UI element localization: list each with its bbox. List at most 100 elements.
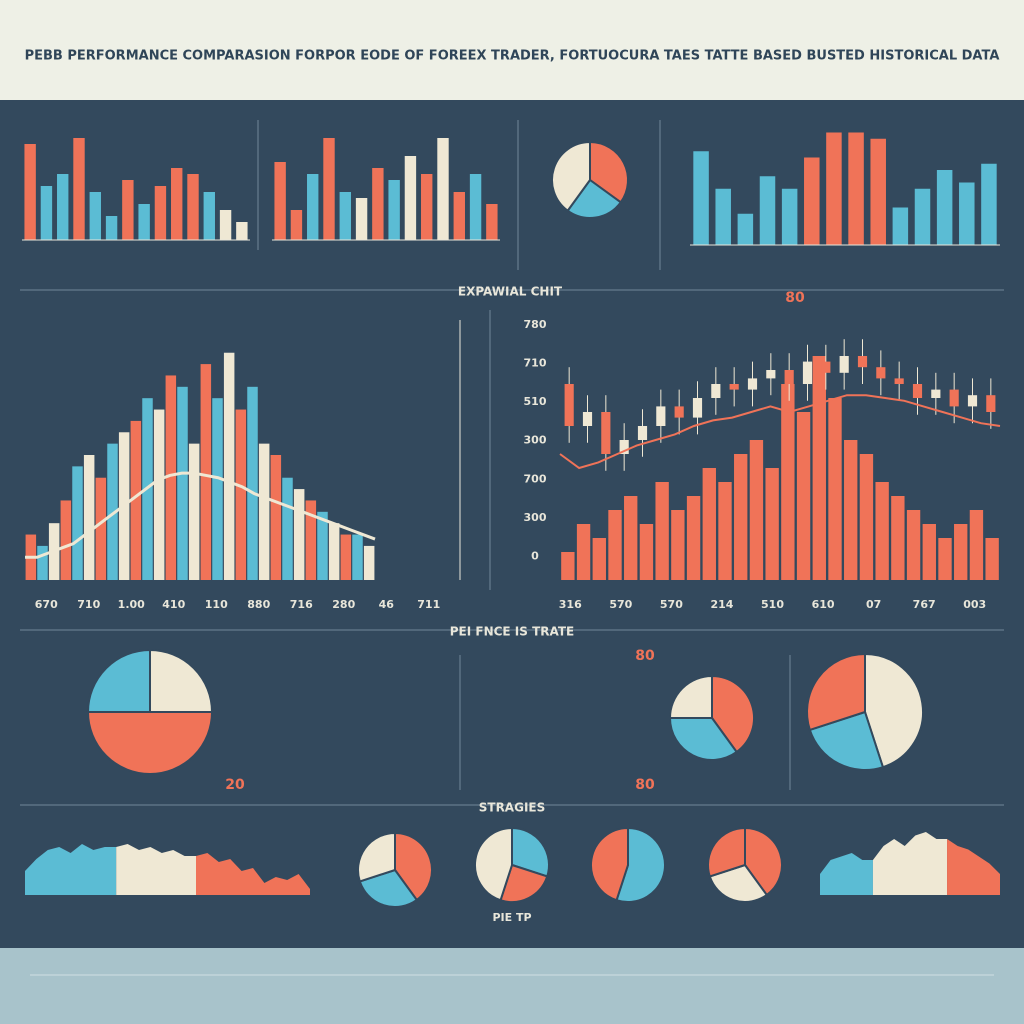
bar bbox=[60, 500, 72, 580]
bar bbox=[270, 455, 282, 580]
bar bbox=[715, 188, 731, 245]
candle-body bbox=[766, 370, 776, 379]
pie-slice bbox=[744, 826, 783, 897]
bar bbox=[718, 482, 732, 580]
bar bbox=[130, 420, 142, 580]
bar bbox=[352, 534, 363, 580]
bar bbox=[177, 386, 188, 580]
candle-body bbox=[839, 356, 849, 373]
x-tick-label: 510 bbox=[761, 598, 784, 611]
candle-body bbox=[674, 406, 684, 418]
candle-body bbox=[894, 378, 904, 384]
bar bbox=[317, 511, 328, 580]
candle-body bbox=[857, 356, 868, 368]
section-label: EXPAWIAL CHIT bbox=[458, 285, 563, 299]
bar bbox=[223, 352, 235, 580]
bar bbox=[290, 210, 303, 240]
pie-slice bbox=[358, 868, 419, 908]
bar bbox=[969, 510, 984, 580]
bar bbox=[323, 138, 335, 240]
bar bbox=[759, 176, 776, 245]
bar bbox=[608, 510, 622, 580]
candle-body bbox=[619, 440, 629, 454]
bar bbox=[906, 510, 921, 580]
bar bbox=[959, 182, 975, 245]
candle-body bbox=[656, 406, 666, 426]
bar bbox=[985, 538, 999, 580]
pie-slice bbox=[711, 674, 755, 754]
pie-slice bbox=[864, 652, 924, 769]
x-tick-label: 003 bbox=[963, 598, 986, 611]
bar bbox=[437, 138, 449, 240]
bar bbox=[72, 466, 83, 580]
area bbox=[25, 844, 117, 895]
x-tick-label: 570 bbox=[609, 598, 632, 611]
footer-band bbox=[0, 948, 1024, 1024]
bar bbox=[307, 174, 319, 240]
bar bbox=[37, 545, 48, 580]
area bbox=[872, 832, 948, 895]
bar bbox=[749, 440, 764, 580]
bar bbox=[153, 409, 165, 580]
pie-slice bbox=[357, 831, 396, 883]
bar bbox=[73, 138, 85, 240]
bar bbox=[576, 524, 591, 580]
candle-body bbox=[912, 384, 923, 398]
candle-body bbox=[564, 384, 574, 426]
candle-body bbox=[747, 378, 758, 390]
bar bbox=[812, 356, 826, 580]
pie-slice bbox=[566, 178, 623, 219]
bar bbox=[693, 151, 709, 245]
x-tick-label: 214 bbox=[710, 598, 733, 611]
x-tick-label: 880 bbox=[247, 598, 270, 611]
candle-body bbox=[802, 361, 813, 384]
y-tick-label: 300 bbox=[524, 511, 547, 524]
x-tick-label: 710 bbox=[77, 598, 100, 611]
pie-slice bbox=[668, 674, 713, 719]
x-tick-label: 670 bbox=[35, 598, 58, 611]
bar bbox=[340, 534, 352, 580]
bar bbox=[363, 545, 375, 580]
bar bbox=[914, 188, 931, 245]
pie-slice bbox=[806, 652, 866, 732]
x-tick-label: 410 bbox=[162, 598, 185, 611]
x-tick-label: 610 bbox=[812, 598, 835, 611]
bar bbox=[592, 538, 606, 580]
x-tick-label: 1.00 bbox=[118, 598, 145, 611]
bar bbox=[355, 198, 368, 240]
bar bbox=[187, 174, 199, 240]
bar bbox=[235, 409, 247, 580]
bar bbox=[83, 455, 95, 580]
bar bbox=[796, 412, 811, 580]
bar bbox=[826, 132, 842, 245]
pie-slice bbox=[708, 863, 769, 903]
candle-body bbox=[931, 389, 941, 398]
bar bbox=[203, 192, 215, 240]
bar bbox=[339, 192, 351, 240]
x-tick-label: 46 bbox=[379, 598, 395, 611]
y-tick-label: 0 bbox=[531, 549, 539, 562]
pie-slice bbox=[551, 140, 591, 213]
bar bbox=[737, 213, 754, 245]
bar bbox=[981, 163, 997, 245]
section-label: STRAGIES bbox=[479, 801, 546, 815]
bar bbox=[105, 216, 118, 240]
candle-body bbox=[821, 361, 831, 373]
bar bbox=[122, 180, 134, 240]
x-tick-label: 110 bbox=[205, 598, 228, 611]
bar bbox=[57, 174, 69, 240]
bar bbox=[702, 468, 716, 580]
pie-slice bbox=[808, 710, 885, 771]
x-tick-label: 711 bbox=[417, 598, 440, 611]
bar bbox=[954, 524, 968, 580]
pie-slice bbox=[707, 826, 746, 878]
x-tick-label: 716 bbox=[290, 598, 313, 611]
candle-body bbox=[637, 426, 648, 440]
x-tick-label: 767 bbox=[913, 598, 936, 611]
candle-body bbox=[729, 384, 739, 390]
y-tick-label: 710 bbox=[524, 357, 547, 370]
bar bbox=[624, 496, 638, 580]
bar bbox=[247, 386, 258, 580]
bar bbox=[282, 477, 293, 580]
bar bbox=[107, 443, 118, 580]
